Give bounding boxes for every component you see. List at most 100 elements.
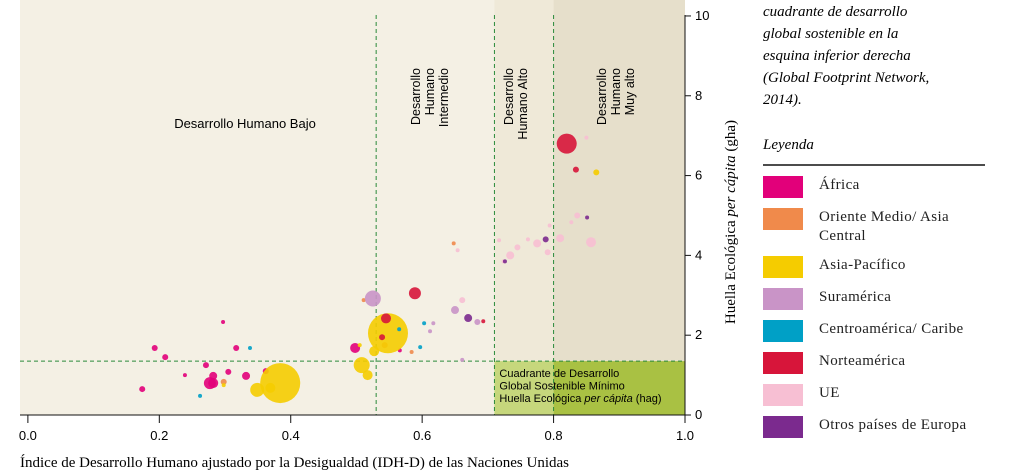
x-tick-label: 1.0 <box>676 428 694 443</box>
data-point <box>369 346 380 357</box>
legend-item: Asia-Pacífico <box>763 256 1003 278</box>
data-point <box>556 133 577 154</box>
box-label: Cuadrante de Desarrollo <box>499 368 619 380</box>
x-tick-label: 0.0 <box>19 428 37 443</box>
data-point <box>151 344 158 351</box>
box-label-part: Huella Ecológica <box>499 393 582 405</box>
note-line: (Global Footprint Network, <box>763 70 929 86</box>
y-label-part: Huella Ecológica <box>723 220 739 324</box>
region-label: Humano Alto <box>516 68 530 140</box>
legend-swatch <box>763 416 803 438</box>
region-label: Desarrollo <box>502 68 516 125</box>
legend-item: Suramérica <box>763 288 1003 310</box>
data-point <box>182 373 187 378</box>
data-point <box>198 393 203 398</box>
data-point <box>451 306 460 315</box>
data-point <box>221 320 226 325</box>
data-point <box>353 357 370 374</box>
y-label-part: per cápita <box>723 155 739 217</box>
legend-item: UE <box>763 384 1003 406</box>
legend-item: Centroamérica/ Caribe <box>763 320 1003 342</box>
y-tick-label: 10 <box>695 8 709 23</box>
data-point <box>381 313 392 324</box>
sustainable-box <box>553 361 685 415</box>
x-tick-label: 0.2 <box>150 428 168 443</box>
x-tick-label: 0.8 <box>545 428 563 443</box>
data-point <box>408 287 421 300</box>
data-point <box>209 371 218 380</box>
data-point <box>584 135 589 140</box>
region-label: Humano <box>609 68 623 115</box>
data-point <box>247 345 252 350</box>
legend-item: Oriente Medio/ Asia Central <box>763 208 1003 246</box>
data-point <box>260 363 301 404</box>
region-label: Desarrollo Humano Bajo <box>174 116 316 131</box>
region-label: Desarrollo <box>409 68 423 125</box>
legend-swatch <box>763 352 803 374</box>
box-label-part: (hag) <box>636 393 662 405</box>
legend-swatch <box>763 256 803 278</box>
data-point <box>362 370 373 381</box>
y-tick-label: 8 <box>695 88 702 103</box>
box-label: Huella Ecológica per cápita (hag) <box>499 393 661 405</box>
data-point <box>569 220 574 225</box>
sustainable-box <box>494 361 554 415</box>
data-point <box>422 321 427 326</box>
legend-item: Otros países de Europa <box>763 416 1003 438</box>
data-point <box>474 319 481 326</box>
data-point <box>361 298 366 303</box>
data-point <box>525 237 530 242</box>
data-point <box>242 371 251 380</box>
data-point <box>220 378 227 385</box>
y-tick-label: 2 <box>695 327 702 342</box>
data-point <box>481 319 486 324</box>
data-point <box>225 368 232 375</box>
legend-swatch <box>763 288 803 310</box>
data-point <box>502 259 507 264</box>
legend-swatch <box>763 320 803 342</box>
region-label: Intermedio <box>437 68 451 127</box>
data-point <box>455 248 460 253</box>
data-point <box>428 329 433 334</box>
data-point <box>162 354 169 361</box>
data-point <box>542 236 549 243</box>
legend-title: Leyenda <box>762 137 814 153</box>
data-point <box>367 313 408 354</box>
data-point <box>556 234 565 243</box>
data-point <box>139 386 146 393</box>
data-point <box>544 249 551 256</box>
legend-swatch <box>763 384 803 406</box>
x-tick-label: 0.4 <box>282 428 300 443</box>
data-point <box>431 321 436 326</box>
legend-item: Norteamérica <box>763 352 1003 374</box>
legend-label: Otros países de Europa <box>819 417 967 433</box>
data-point <box>221 383 226 388</box>
legend-label: Centroamérica/ Caribe <box>819 321 964 337</box>
data-point <box>379 334 386 341</box>
data-point <box>514 244 521 251</box>
data-point <box>574 212 581 219</box>
note-line: cuadrante de desarrollo <box>763 4 908 20</box>
y-tick-label: 4 <box>695 247 702 262</box>
legend: África Oriente Medio/ Asia Central Asia-Pa… <box>763 176 1003 448</box>
x-axis-label: Índice de Desarrollo Humano ajustado por… <box>20 454 569 471</box>
data-point <box>233 344 240 351</box>
region-label: Muy alto <box>623 68 637 115</box>
region-label: Desarrollo <box>595 68 609 125</box>
note-line: esquina inferior derecha <box>763 48 911 64</box>
data-point <box>497 238 502 243</box>
data-point <box>364 290 381 307</box>
legend-label: UE <box>819 385 840 401</box>
legend-label: Suramérica <box>819 289 892 305</box>
data-point <box>585 215 590 220</box>
data-point <box>593 169 600 176</box>
x-tick-label: 0.6 <box>413 428 431 443</box>
y-tick-label: 0 <box>695 407 702 422</box>
data-point <box>451 241 456 246</box>
data-point <box>506 251 515 260</box>
data-point <box>533 239 542 248</box>
legend-label: Norteamérica <box>819 353 906 369</box>
y-axis-label: Huella Ecológica per cápita (gha) <box>723 120 739 324</box>
